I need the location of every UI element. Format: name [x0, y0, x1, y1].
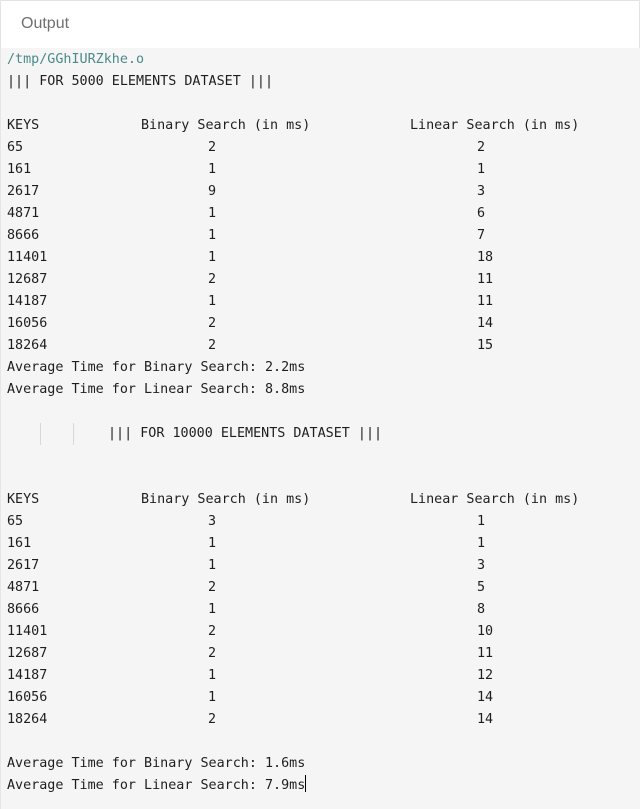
dataset1-row-key: 11401: [7, 250, 48, 265]
dataset2-row-binary: 2: [208, 712, 217, 727]
dataset1-row-key: 2617: [7, 184, 40, 199]
dataset1-row-binary: 2: [208, 316, 217, 331]
dataset2-row-binary: 2: [208, 624, 217, 639]
dataset1-row-key: 18264: [7, 338, 48, 353]
dataset2-row-binary: 2: [208, 646, 217, 661]
dataset1-col-binary: Binary Search (in ms): [141, 118, 311, 133]
dataset2-col-keys: KEYS: [7, 492, 40, 507]
dataset1-row-linear: 11: [477, 294, 494, 309]
text-cursor: [305, 775, 307, 792]
dataset2-row-binary: 1: [208, 690, 217, 705]
dataset2-row-binary: 1: [208, 602, 217, 617]
indent-guide: [73, 423, 74, 445]
dataset2-row-linear: 3: [477, 558, 486, 573]
dataset1-row-binary: 1: [208, 162, 217, 177]
dataset1-row-key: 16056: [7, 316, 48, 331]
dataset2-col-linear: Linear Search (in ms): [410, 492, 580, 507]
dataset1-row-linear: 1: [477, 162, 486, 177]
dataset2-row-linear: 8: [477, 602, 486, 617]
output-panel-header: Output: [0, 0, 640, 49]
dataset1-avg-binary: Average Time for Binary Search: 2.2ms: [7, 360, 306, 375]
dataset1-col-keys: KEYS: [7, 118, 40, 133]
dataset2-avg-linear: Average Time for Linear Search: 7.9ms: [7, 775, 307, 797]
dataset2-row-linear: 1: [477, 536, 486, 551]
dataset2-row-key: 11401: [7, 624, 48, 639]
dataset2-heading: ||| FOR 10000 ELEMENTS DATASET |||: [108, 426, 383, 441]
dataset2-row-key: 12687: [7, 646, 48, 661]
dataset1-row-binary: 1: [208, 228, 217, 243]
dataset1-row-key: 4871: [7, 206, 40, 221]
dataset2-row-key: 161: [7, 536, 32, 551]
dataset2-row-key: 4871: [7, 580, 40, 595]
dataset1-row-binary: 1: [208, 206, 217, 221]
dataset2-row-key: 14187: [7, 668, 48, 683]
dataset2-row-linear: 10: [477, 624, 494, 639]
dataset2-row-key: 2617: [7, 558, 40, 573]
dataset2-avg-linear-text: Average Time for Linear Search: 7.9ms: [7, 778, 306, 793]
dataset1-row-linear: 2: [477, 140, 486, 155]
output-console[interactable]: /tmp/GGhIURZkhe.o ||| FOR 5000 ELEMENTS …: [0, 48, 640, 809]
dataset2-row-key: 18264: [7, 712, 48, 727]
indent-guide: [40, 423, 41, 445]
dataset1-row-binary: 1: [208, 294, 217, 309]
dataset1-row-key: 8666: [7, 228, 40, 243]
dataset2-row-key: 16056: [7, 690, 48, 705]
dataset1-row-linear: 6: [477, 206, 486, 221]
dataset2-row-linear: 1: [477, 514, 486, 529]
dataset1-row-binary: 2: [208, 272, 217, 287]
dataset1-row-linear: 15: [477, 338, 494, 353]
dataset1-heading: ||| FOR 5000 ELEMENTS DATASET |||: [7, 74, 274, 89]
dataset2-avg-binary: Average Time for Binary Search: 1.6ms: [7, 756, 306, 771]
dataset1-col-linear: Linear Search (in ms): [410, 118, 580, 133]
output-title: Output: [21, 15, 70, 32]
dataset1-avg-linear: Average Time for Linear Search: 8.8ms: [7, 382, 306, 397]
dataset1-row-binary: 2: [208, 338, 217, 353]
dataset2-row-linear: 5: [477, 580, 486, 595]
dataset1-row-linear: 14: [477, 316, 494, 331]
executable-path: /tmp/GGhIURZkhe.o: [7, 52, 145, 67]
dataset1-row-key: 12687: [7, 272, 48, 287]
dataset2-row-binary: 3: [208, 514, 217, 529]
dataset1-row-key: 14187: [7, 294, 48, 309]
dataset2-col-binary: Binary Search (in ms): [141, 492, 311, 507]
dataset2-row-linear: 14: [477, 690, 494, 705]
dataset1-row-linear: 18: [477, 250, 494, 265]
dataset2-row-linear: 11: [477, 646, 494, 661]
dataset2-row-binary: 1: [208, 558, 217, 573]
dataset1-row-binary: 1: [208, 250, 217, 265]
dataset1-row-binary: 2: [208, 140, 217, 155]
dataset1-row-key: 161: [7, 162, 32, 177]
dataset1-row-linear: 3: [477, 184, 486, 199]
dataset2-row-linear: 14: [477, 712, 494, 727]
dataset1-row-key: 65: [7, 140, 24, 155]
dataset2-row-linear: 12: [477, 668, 494, 683]
dataset2-row-key: 65: [7, 514, 24, 529]
dataset1-row-linear: 11: [477, 272, 494, 287]
dataset2-row-binary: 1: [208, 536, 217, 551]
dataset2-row-key: 8666: [7, 602, 40, 617]
dataset1-row-linear: 7: [477, 228, 486, 243]
dataset2-row-binary: 1: [208, 668, 217, 683]
dataset1-row-binary: 9: [208, 184, 217, 199]
dataset2-row-binary: 2: [208, 580, 217, 595]
